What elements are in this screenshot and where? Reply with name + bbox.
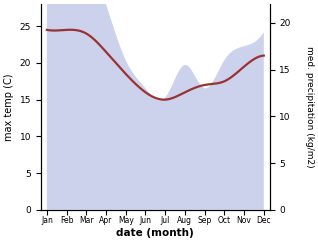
Y-axis label: med. precipitation (kg/m2): med. precipitation (kg/m2) xyxy=(305,46,314,168)
Y-axis label: max temp (C): max temp (C) xyxy=(4,73,14,141)
X-axis label: date (month): date (month) xyxy=(116,228,194,238)
